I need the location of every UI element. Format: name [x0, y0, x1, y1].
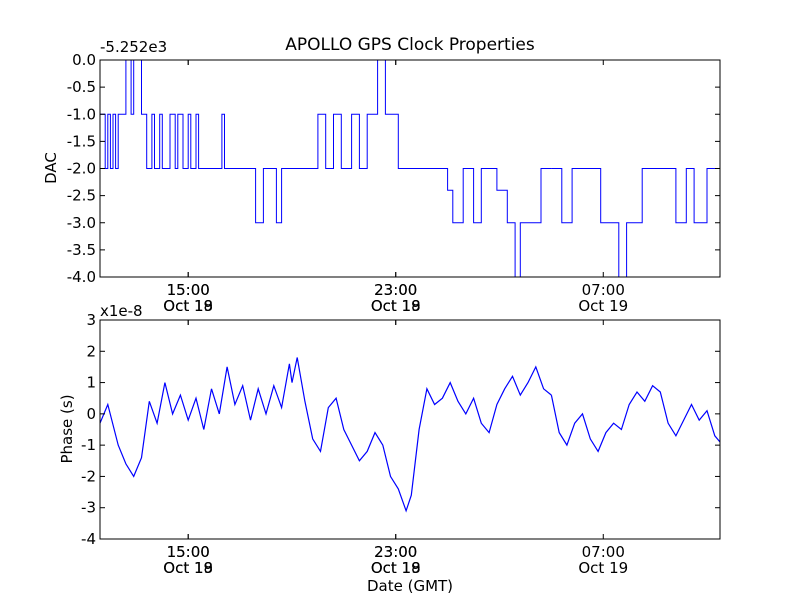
phase-x-tick-date-label: Oct 19: [371, 559, 421, 577]
dac-x-tick-date-label: Oct 18: [163, 297, 213, 315]
phase-x-tick-date-label: Oct 19: [578, 559, 628, 577]
dac-axes-frame: [99, 59, 721, 278]
phase-series-line: [99, 363, 293, 478]
phase-y-tick-label: -2: [81, 467, 96, 485]
dac-line-group: [100, 59, 720, 278]
dac-series-line: [100, 59, 292, 224]
phase-axes-frame: [99, 319, 721, 540]
dac-x-tick-time-label: 15:00: [167, 281, 210, 299]
phase-series-line: [550, 384, 721, 453]
phase-y-tick-label: -3: [81, 499, 96, 517]
phase-series-line: [291, 357, 552, 513]
phase-y-tick-label: 1: [86, 374, 96, 392]
dac-series-line: [551, 168, 720, 278]
dac-tick-labels: 0.0 -0.5 -1.0 -1.5 -2.0 -2.5 -3.0 -3.5 -4.0 15:00…: [67, 51, 628, 315]
dac-x-tick-date-label: Oct 18: [371, 297, 421, 315]
dac-y-tick-label: -1.5: [67, 132, 96, 150]
phase-y-tick-label: -4: [81, 530, 96, 548]
dac-y-tick-label: -3.5: [67, 241, 96, 259]
phase-x-tick-time-label: 23:00: [374, 543, 417, 561]
phase-line-group: [99, 357, 721, 513]
dac-y-tick-label: -1.0: [67, 105, 96, 123]
phase-x-tick-date-label: Oct 18: [163, 559, 213, 577]
phase-x-tick-date-label: Oct 19: [163, 559, 213, 577]
chart-title: APOLLO GPS Clock Properties: [285, 35, 535, 55]
dac-x-tick-date-label: Oct 19: [371, 297, 421, 315]
dac-y-tick-label: -0.5: [67, 78, 96, 96]
dac-y-tick-label: -4.0: [67, 268, 96, 286]
dac-y-tick-label: -3.0: [67, 214, 96, 232]
x-axis-label: Date (GMT): [367, 577, 453, 595]
dac-x-tick-date-label: Oct 19: [578, 297, 628, 315]
dac-y-tick-label: -2.5: [67, 187, 96, 205]
phase-y-tick-label: 3: [86, 311, 96, 329]
dac-panel: -5.252e3 DAC 0.0 -0.5 -1.0 -1.5 -2.0 -2.5 -3.0…: [42, 38, 721, 315]
phase-x-tick-time-label: 15:00: [167, 543, 210, 561]
dac-y-axis-label: DAC: [42, 152, 60, 184]
dac-x-tick-time-label: 15:00: [167, 281, 210, 299]
dac-x-tick-time-label: 23:00: [374, 281, 417, 299]
dac-offset-text: -5.252e3: [100, 38, 167, 56]
phase-x-tick-time-label: 23:00: [374, 543, 417, 561]
phase-y-tick-label: -1: [81, 436, 96, 454]
dac-y-tick-label: -2.0: [67, 160, 96, 178]
phase-x-tick-date-label: Oct 18: [371, 559, 421, 577]
dac-x-tick-time-label: 07:00: [582, 281, 625, 299]
dac-x-tick-date-label: Oct 19: [163, 297, 213, 315]
dac-series-line: [292, 59, 552, 278]
phase-x-tick-time-label: 15:00: [167, 543, 210, 561]
phase-y-tick-label: 0: [86, 405, 96, 423]
dac-y-tick-label: 0.0: [72, 51, 96, 69]
phase-x-tick-time-label: 07:00: [582, 543, 625, 561]
dac-x-tick-time-label: 23:00: [374, 281, 417, 299]
phase-y-axis-label: Phase (s): [58, 394, 76, 463]
phase-y-tick-label: 2: [86, 342, 96, 360]
phase-offset-text: x1e-8: [100, 302, 143, 320]
